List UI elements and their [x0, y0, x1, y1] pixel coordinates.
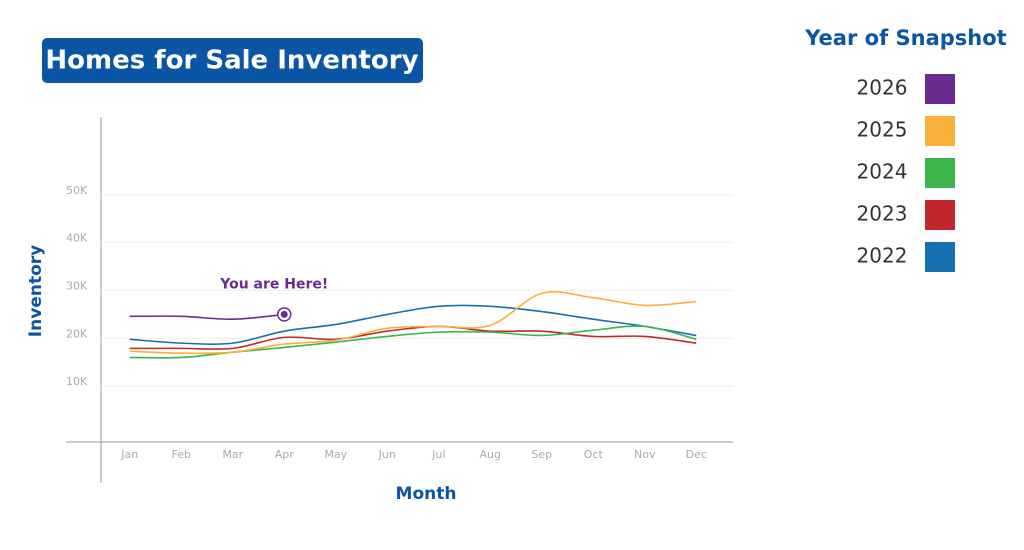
legend-label: 2022 — [857, 244, 908, 268]
x-tick-label: Feb — [172, 448, 191, 461]
legend-title: Year of Snapshot — [804, 26, 1006, 50]
legend-swatch — [925, 158, 955, 188]
y-tick-label: 20K — [66, 327, 88, 340]
x-tick-label: Dec — [686, 448, 707, 461]
x-tick-label: Oct — [584, 448, 604, 461]
legend-swatch — [925, 74, 955, 104]
series-line — [129, 304, 697, 345]
x-tick-label: Jun — [378, 448, 396, 461]
legend-label: 2024 — [857, 160, 908, 184]
y-tick-label: 40K — [66, 232, 88, 245]
series-line — [129, 291, 697, 355]
chart-title: Homes for Sale Inventory — [45, 46, 418, 76]
x-tick-label: Sep — [531, 448, 552, 461]
legend-swatch — [925, 200, 955, 230]
x-axis-label: Month — [396, 484, 457, 504]
x-tick-label: May — [324, 448, 347, 461]
series-line — [129, 313, 285, 321]
legend-label: 2023 — [857, 202, 908, 226]
y-tick-label: 10K — [66, 375, 88, 388]
y-tick-label: 30K — [66, 280, 88, 293]
x-tick-label: Jul — [431, 448, 445, 461]
legend-swatch — [925, 242, 955, 272]
annotation: You are Here! — [219, 276, 328, 292]
y-axis-label: Inventory — [26, 245, 46, 337]
series-line — [129, 325, 697, 350]
x-tick-label: Nov — [634, 448, 656, 461]
x-tick-label: Mar — [222, 448, 243, 461]
legend-label: 2025 — [857, 118, 908, 142]
x-tick-label: Apr — [275, 448, 295, 461]
y-tick-label: 50K — [66, 184, 88, 197]
x-tick-label: Jan — [120, 448, 138, 461]
legend-swatch — [925, 116, 955, 146]
x-tick-label: Aug — [480, 448, 501, 461]
title-box — [42, 38, 423, 83]
current-marker — [280, 310, 288, 318]
legend-label: 2026 — [857, 76, 908, 100]
